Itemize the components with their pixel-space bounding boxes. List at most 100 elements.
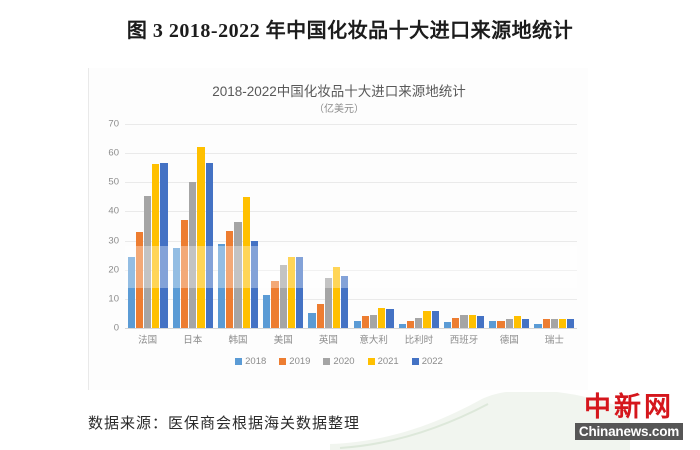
x-axis-label: 西班牙 — [449, 335, 479, 346]
y-axis-tick-label: 60 — [108, 147, 119, 159]
bar — [567, 319, 575, 328]
x-axis-label: 比利时 — [404, 335, 434, 346]
bar-group — [215, 124, 260, 328]
chinanews-cn-logo: 中新网 — [584, 392, 674, 422]
bar — [513, 316, 521, 328]
legend-item[interactable]: 2021 — [367, 356, 399, 367]
bar — [370, 314, 378, 328]
bar — [522, 319, 530, 328]
bar — [460, 314, 468, 328]
legend-item[interactable]: 2022 — [411, 356, 443, 367]
bar-group — [441, 124, 486, 328]
legend-item[interactable]: 2020 — [323, 356, 355, 367]
plot-area: 0 10 20 30 40 50 60 70 — [108, 119, 577, 334]
y-axis-tick-label: 70 — [108, 118, 119, 130]
bar — [135, 231, 143, 328]
bar — [542, 319, 550, 328]
bar — [361, 316, 370, 328]
gridline — [125, 124, 577, 125]
bar — [559, 319, 567, 328]
legend-swatch-icon — [235, 358, 243, 365]
bar — [271, 281, 279, 328]
x-axis-label: 美国 — [273, 335, 293, 346]
bar — [324, 278, 332, 328]
bar — [476, 316, 484, 328]
bar — [172, 247, 181, 328]
x-axis-label: 英国 — [318, 335, 338, 346]
bar-group — [487, 124, 532, 328]
bar — [534, 323, 542, 328]
x-axis-label: 瑞士 — [544, 335, 564, 346]
bar-group — [396, 124, 441, 328]
bar — [279, 265, 287, 328]
bar — [489, 320, 497, 328]
bar — [152, 164, 160, 328]
bar — [505, 319, 513, 328]
bar-group — [125, 124, 170, 328]
bar — [295, 256, 304, 328]
x-axis-label: 德国 — [499, 335, 519, 346]
chart-unit-subtitle: （亿美元） — [314, 104, 364, 115]
bar — [407, 320, 415, 328]
bar — [234, 221, 242, 328]
bar — [415, 317, 423, 328]
legend-item[interactable]: 2018 — [235, 356, 266, 367]
bar — [431, 310, 439, 328]
bar — [550, 319, 559, 328]
bar — [189, 181, 197, 328]
bar — [127, 257, 135, 328]
x-axis-label: 韩国 — [228, 335, 248, 346]
bar-group — [261, 124, 306, 328]
bar — [250, 240, 258, 328]
bar — [341, 275, 349, 328]
x-axis-labels: 法国 日本 韩国 美国 英国 意大利 比利时 西班牙 德国 瑞士 — [125, 332, 577, 346]
y-axis-tick-label: 10 — [108, 293, 119, 305]
bar — [444, 322, 452, 328]
bar-group — [532, 124, 577, 328]
bar — [218, 243, 226, 328]
source-note: 数据来源：医保商会根据海关数据整理 — [88, 416, 361, 432]
bar — [452, 317, 460, 328]
bar — [333, 266, 341, 328]
x-axis-label: 日本 — [183, 335, 203, 346]
bar — [181, 220, 189, 328]
bar — [398, 323, 407, 328]
bar — [423, 310, 431, 328]
gridline — [125, 298, 577, 300]
gridline — [125, 269, 577, 271]
chart-panel: 2018-2022中国化妆品十大进口来源地统计 （亿美元） 0 10 20 30 40 5… — [88, 68, 588, 390]
bar — [287, 256, 295, 328]
y-axis-tick-label: 30 — [108, 235, 119, 247]
legend-label: 2022 — [421, 356, 443, 367]
bar — [308, 313, 316, 328]
bar — [316, 304, 324, 328]
bar-group — [306, 124, 351, 328]
y-axis-tick-label: 50 — [108, 176, 119, 188]
gridline — [125, 211, 577, 213]
legend-label: 2020 — [333, 356, 355, 367]
legend-swatch-icon — [323, 358, 331, 365]
bar — [386, 309, 394, 328]
chart-title: 2018-2022中国化妆品十大进口来源地统计 — [212, 84, 466, 99]
bar — [497, 320, 505, 328]
bar — [226, 231, 234, 328]
legend-label: 2021 — [377, 356, 399, 367]
bar-group — [170, 124, 215, 328]
bar — [353, 320, 361, 328]
watermark-logo: 中新网 Chinanews.com — [566, 392, 692, 444]
legend-swatch-icon — [411, 358, 419, 365]
y-axis-tick-label: 40 — [108, 205, 119, 217]
x-axis-label: 意大利 — [359, 335, 388, 346]
bar-group — [351, 124, 396, 328]
gridline — [125, 240, 577, 242]
chinanews-en-logo: Chinanews.com — [574, 423, 684, 440]
y-axis-tick-label: 0 — [113, 322, 119, 334]
legend-label: 2019 — [289, 356, 311, 367]
bar-groups — [125, 124, 577, 328]
legend-item[interactable]: 2019 — [279, 356, 310, 367]
legend-swatch-icon — [279, 358, 287, 365]
chart-legend: 2018 2019 2020 2021 2022 — [89, 356, 589, 367]
bar — [144, 196, 152, 328]
legend-label: 2018 — [245, 356, 267, 367]
